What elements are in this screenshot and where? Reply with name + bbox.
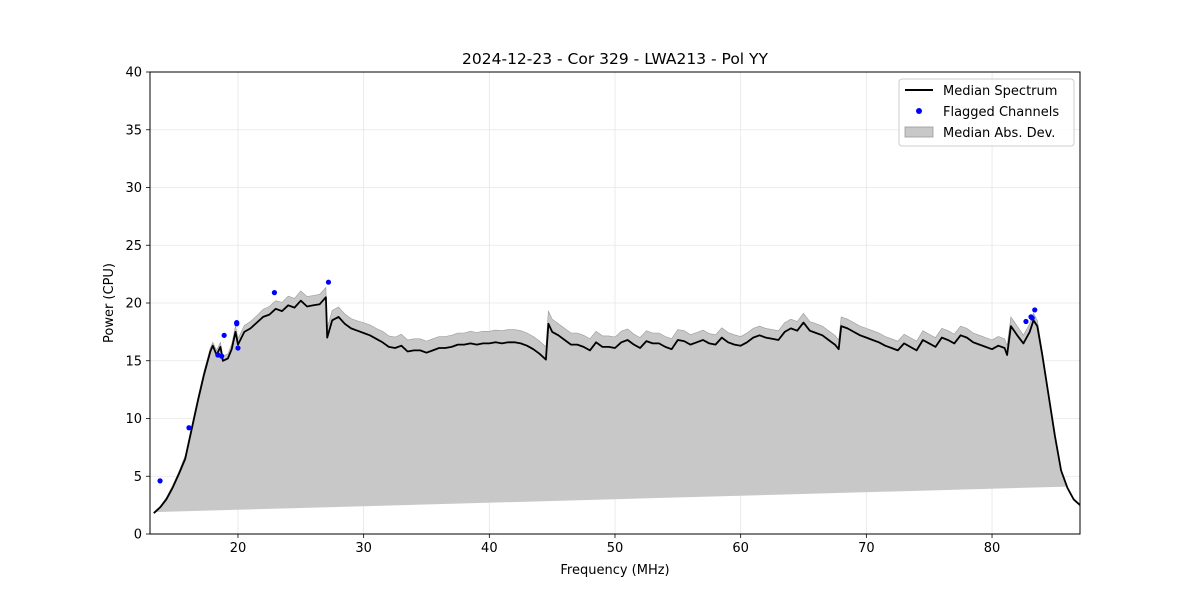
- flagged-channel-point: [271, 290, 278, 296]
- flagged-points-layer: [157, 279, 1038, 484]
- flagged-channel-point: [1032, 307, 1038, 313]
- x-tick-label: 20: [230, 541, 247, 556]
- flagged-channel-point: [186, 425, 192, 431]
- legend-dot-swatch: [916, 108, 922, 114]
- flagged-channel-point: [1023, 318, 1029, 325]
- y-axis-label: Power (CPU): [102, 263, 117, 343]
- chart-title: 2024-12-23 - Cor 329 - LWA213 - Pol YY: [462, 50, 768, 68]
- y-tick-label: 35: [125, 123, 142, 138]
- y-tick-label: 25: [125, 239, 142, 254]
- y-tick-label: 15: [125, 354, 142, 369]
- x-tick-label: 30: [355, 541, 372, 556]
- y-tick-label: 20: [125, 297, 142, 312]
- flagged-channel-point: [235, 345, 241, 351]
- y-tick-label: 0: [134, 528, 142, 543]
- x-tick-label: 60: [732, 541, 749, 556]
- median-line-layer: [153, 296, 1081, 514]
- flagged-channel-point: [221, 332, 227, 338]
- legend-band-swatch: [904, 126, 934, 138]
- x-tick-label: 40: [481, 541, 498, 556]
- legend-label-median: Median Spectrum: [943, 84, 1057, 99]
- flagged-channel-point: [234, 321, 240, 327]
- flagged-channel-point: [1029, 315, 1035, 321]
- x-tick-label: 50: [607, 541, 624, 556]
- y-tick-label: 40: [125, 66, 142, 81]
- y-tick-label: 10: [125, 412, 142, 427]
- y-tick-label: 30: [125, 181, 142, 196]
- flagged-channel-point: [325, 279, 332, 285]
- x-tick-label: 80: [984, 541, 1001, 556]
- flagged-channel-point: [219, 353, 225, 359]
- median-spectrum-line: [153, 296, 1081, 514]
- legend-label-mad: Median Abs. Dev.: [943, 126, 1055, 141]
- y-tick-label: 5: [134, 470, 142, 485]
- x-axis-label: Frequency (MHz): [560, 563, 669, 578]
- legend-label-flagged: Flagged Channels: [943, 105, 1059, 120]
- x-tick-label: 70: [858, 541, 875, 556]
- legend: Median Spectrum Flagged Channels Median …: [898, 78, 1075, 147]
- ticks: 20 30 40 50 60 70 80 0 5 10 15 20 25 30 35 40: [125, 66, 1000, 557]
- flagged-channel-point: [157, 478, 163, 484]
- legend-box: [898, 78, 1075, 147]
